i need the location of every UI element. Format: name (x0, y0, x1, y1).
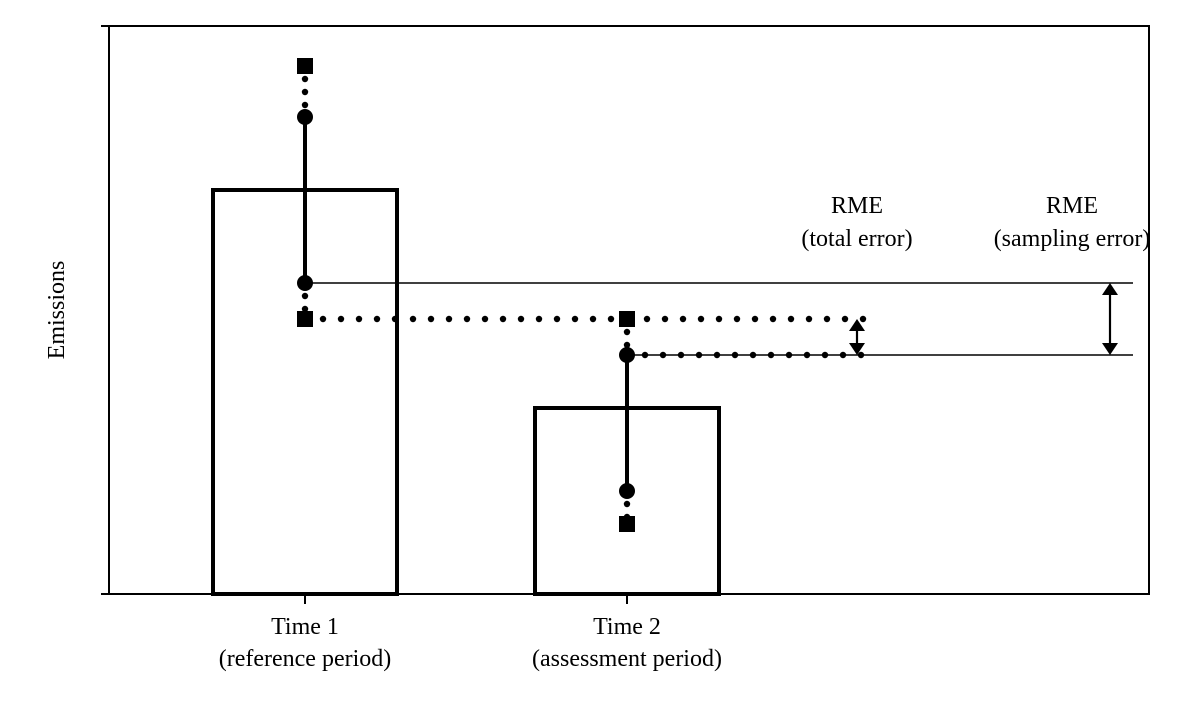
square-marker (297, 58, 313, 74)
circle-marker (297, 275, 313, 291)
x-label-2-line2: (assessment period) (532, 646, 722, 672)
square-marker (297, 311, 313, 327)
x-label-2-line1: Time 2 (593, 614, 661, 640)
x-label-1-line1: Time 1 (271, 614, 339, 640)
circle-marker (297, 109, 313, 125)
square-marker (619, 311, 635, 327)
rme-total-label-line1: RME (831, 193, 883, 219)
y-axis-label: Emissions (44, 261, 70, 360)
x-label-1-line2: (reference period) (219, 646, 392, 672)
rme-sampling-label-line1: RME (1046, 193, 1098, 219)
circle-marker (619, 347, 635, 363)
rme-sampling-label-line2: (sampling error) (994, 226, 1151, 252)
rme-total-label-line2: (total error) (801, 226, 912, 252)
square-marker (619, 516, 635, 532)
canvas-background (0, 0, 1200, 714)
circle-marker (619, 483, 635, 499)
